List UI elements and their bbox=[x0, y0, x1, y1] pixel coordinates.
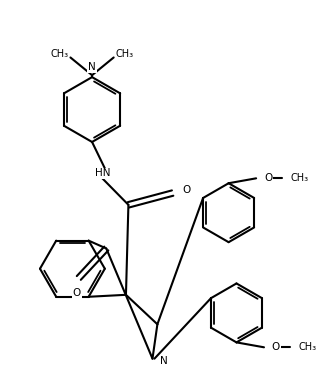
Text: CH₃: CH₃ bbox=[298, 342, 316, 352]
Text: N: N bbox=[88, 62, 96, 72]
Text: HN: HN bbox=[95, 169, 110, 178]
Text: O: O bbox=[272, 342, 280, 352]
Text: O: O bbox=[73, 288, 81, 298]
Text: O: O bbox=[264, 173, 272, 183]
Text: CH₃: CH₃ bbox=[116, 49, 134, 58]
Text: N: N bbox=[160, 356, 168, 366]
Text: O: O bbox=[182, 185, 191, 195]
Text: CH₃: CH₃ bbox=[50, 49, 68, 58]
Text: CH₃: CH₃ bbox=[291, 173, 308, 183]
